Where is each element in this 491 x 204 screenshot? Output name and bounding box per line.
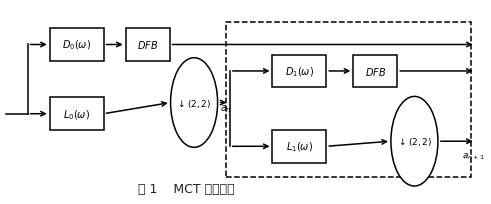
Bar bbox=[50, 98, 104, 130]
Text: $DFB$: $DFB$ bbox=[365, 66, 386, 78]
Bar bbox=[353, 55, 397, 88]
Bar bbox=[226, 23, 471, 177]
Bar bbox=[273, 55, 327, 88]
Text: $L_0(\omega)$: $L_0(\omega)$ bbox=[63, 107, 90, 121]
Text: $L_1(\omega)$: $L_1(\omega)$ bbox=[286, 140, 313, 153]
Bar bbox=[50, 29, 104, 61]
Bar bbox=[273, 130, 327, 163]
Text: $DFB$: $DFB$ bbox=[137, 39, 158, 51]
Ellipse shape bbox=[391, 97, 438, 186]
Ellipse shape bbox=[170, 58, 218, 147]
Text: $D_1(\omega)$: $D_1(\omega)$ bbox=[285, 65, 314, 78]
Text: $\downarrow (2,2)$: $\downarrow (2,2)$ bbox=[176, 97, 212, 109]
Text: 图 1    MCT 分解流程: 图 1 MCT 分解流程 bbox=[138, 182, 235, 195]
Bar bbox=[126, 29, 169, 61]
Text: $D_0(\omega)$: $D_0(\omega)$ bbox=[62, 39, 91, 52]
Text: $a_n$: $a_n$ bbox=[220, 102, 232, 114]
Text: $a_{n+1}$: $a_{n+1}$ bbox=[462, 151, 485, 161]
Text: $\downarrow (2,2)$: $\downarrow (2,2)$ bbox=[397, 135, 432, 147]
